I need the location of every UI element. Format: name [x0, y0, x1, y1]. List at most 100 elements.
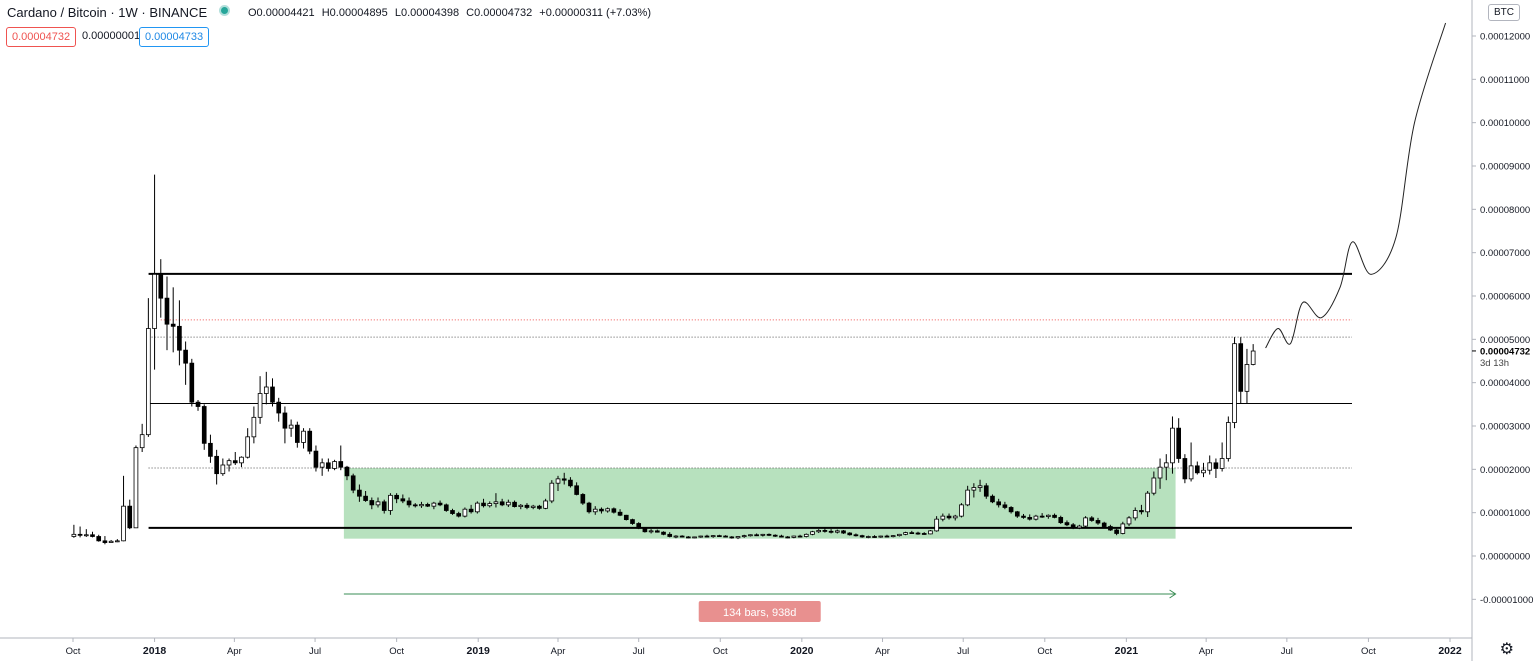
candle-2018-12-03[interactable] [450, 508, 455, 515]
candle-2019-10-07[interactable] [723, 535, 728, 538]
candle-2019-02-18[interactable] [518, 504, 524, 510]
candle-2021-03-29[interactable] [1201, 462, 1206, 478]
candle-2019-06-10[interactable] [617, 509, 623, 517]
candle-2020-04-13[interactable] [890, 535, 896, 538]
candle-2018-04-30[interactable] [257, 376, 263, 424]
candle-2019-12-02[interactable] [772, 534, 778, 537]
candle-2020-01-13[interactable] [810, 530, 815, 536]
candle-2019-11-25[interactable] [766, 533, 772, 537]
candle-2018-10-15[interactable] [406, 497, 412, 508]
candle-2019-09-02[interactable] [692, 536, 697, 539]
candle-2021-02-15[interactable] [1163, 454, 1169, 481]
candle-2020-06-01[interactable] [934, 516, 939, 532]
candle-2019-11-18[interactable] [760, 533, 766, 537]
candle-2017-12-18[interactable] [139, 423, 145, 452]
candle-2021-02-08[interactable] [1157, 458, 1163, 489]
candle-2020-01-27[interactable] [822, 527, 828, 533]
candle-2020-01-20[interactable] [816, 529, 822, 534]
candle-2018-04-16[interactable] [245, 428, 250, 459]
candle-2019-01-28[interactable] [499, 498, 505, 507]
candle-2021-02-01[interactable] [1151, 471, 1157, 496]
candle-2018-07-09[interactable] [319, 458, 325, 476]
candle-2019-05-06[interactable] [586, 501, 592, 514]
candle-2019-08-12[interactable] [673, 535, 679, 539]
candle-2018-01-15[interactable] [164, 276, 170, 351]
candle-2020-08-10[interactable] [996, 498, 1002, 508]
candle-2018-07-16[interactable] [326, 458, 331, 472]
candle-2021-02-22[interactable] [1170, 416, 1175, 474]
candle-2019-04-15[interactable] [568, 477, 573, 488]
candle-2020-01-06[interactable] [803, 533, 809, 538]
candle-2019-10-28[interactable] [741, 534, 747, 538]
candle-2018-07-23[interactable] [332, 459, 337, 471]
candle-2019-07-08[interactable] [642, 527, 648, 533]
candle-2017-10-02[interactable] [71, 524, 77, 538]
candle-2021-05-03[interactable] [1232, 337, 1237, 429]
candle-2020-07-13[interactable] [971, 483, 977, 498]
candle-2020-06-08[interactable] [940, 513, 946, 522]
candle-2020-05-11[interactable] [915, 531, 921, 535]
candle-2019-07-29[interactable] [661, 531, 666, 536]
candle-2019-03-11[interactable] [537, 504, 542, 510]
candle-2019-04-22[interactable] [574, 482, 579, 496]
candle-2020-10-26[interactable] [1064, 520, 1070, 527]
candle-2018-02-12[interactable] [189, 358, 195, 407]
candle-2019-02-25[interactable] [524, 503, 530, 510]
candle-2018-09-03[interactable] [369, 497, 375, 510]
candle-2020-08-31[interactable] [1014, 510, 1020, 518]
candle-2019-12-09[interactable] [779, 534, 784, 538]
candle-2021-04-19[interactable] [1219, 442, 1225, 472]
candle-2021-01-11[interactable] [1132, 507, 1138, 521]
candle-2019-10-14[interactable] [729, 536, 735, 539]
candle-2018-08-27[interactable] [363, 491, 368, 502]
symbol-title[interactable]: Cardano / Bitcoin · 1W · BINANCE [7, 5, 208, 20]
candle-2019-07-22[interactable] [654, 529, 660, 533]
candle-2020-07-06[interactable] [965, 485, 970, 507]
candle-2021-01-25[interactable] [1145, 491, 1150, 517]
candle-2017-12-25[interactable] [146, 298, 151, 437]
candle-2019-11-04[interactable] [748, 534, 753, 537]
candle-2017-11-27[interactable] [121, 475, 126, 542]
candle-2018-09-17[interactable] [381, 499, 387, 514]
candle-2019-12-16[interactable] [785, 536, 790, 539]
candle-2019-09-09[interactable] [698, 535, 704, 538]
candle-2018-12-24[interactable] [468, 504, 474, 514]
candle-2021-03-15[interactable] [1188, 442, 1194, 482]
candle-2020-12-14[interactable] [1108, 524, 1113, 531]
candle-2018-04-09[interactable] [239, 456, 244, 468]
candle-2019-03-04[interactable] [530, 504, 536, 510]
candle-2018-12-31[interactable] [474, 501, 480, 514]
projection-path[interactable] [1265, 22, 1447, 349]
candle-2021-04-12[interactable] [1213, 458, 1219, 479]
candle-2019-05-27[interactable] [605, 507, 610, 513]
candle-2019-01-07[interactable] [481, 498, 486, 508]
candle-2020-03-30[interactable] [878, 535, 884, 538]
candle-2020-09-28[interactable] [1039, 513, 1045, 518]
candle-2020-06-22[interactable] [952, 514, 958, 521]
candle-2018-11-12[interactable] [431, 501, 437, 510]
candle-2018-02-26[interactable] [201, 404, 207, 450]
candle-2019-02-04[interactable] [506, 499, 511, 508]
candle-2021-05-10[interactable] [1238, 337, 1244, 404]
indicator-value-1[interactable]: 0.00004732 [6, 27, 77, 47]
candle-2018-10-22[interactable] [412, 503, 418, 508]
candle-2020-09-21[interactable] [1033, 514, 1039, 521]
candle-2019-06-24[interactable] [630, 518, 635, 525]
candle-2018-04-23[interactable] [251, 406, 257, 444]
candle-2018-03-05[interactable] [208, 434, 213, 463]
candle-2019-09-16[interactable] [704, 534, 710, 538]
candle-2018-01-22[interactable] [170, 287, 176, 353]
candle-2019-12-23[interactable] [791, 535, 797, 539]
candle-2020-11-09[interactable] [1077, 524, 1082, 530]
candle-2019-01-14[interactable] [487, 501, 493, 508]
candle-2020-10-12[interactable] [1052, 513, 1057, 519]
gear-icon[interactable]: ⚙ [1499, 641, 1514, 658]
candle-2019-05-20[interactable] [599, 507, 604, 514]
candle-2020-03-16[interactable] [866, 535, 871, 539]
candle-2018-02-19[interactable] [195, 400, 201, 411]
candle-2020-12-28[interactable] [1120, 521, 1126, 535]
candle-2018-12-10[interactable] [456, 511, 462, 518]
candle-2020-07-27[interactable] [983, 483, 989, 499]
candle-2018-09-10[interactable] [375, 497, 381, 508]
candle-2019-11-11[interactable] [754, 533, 759, 537]
